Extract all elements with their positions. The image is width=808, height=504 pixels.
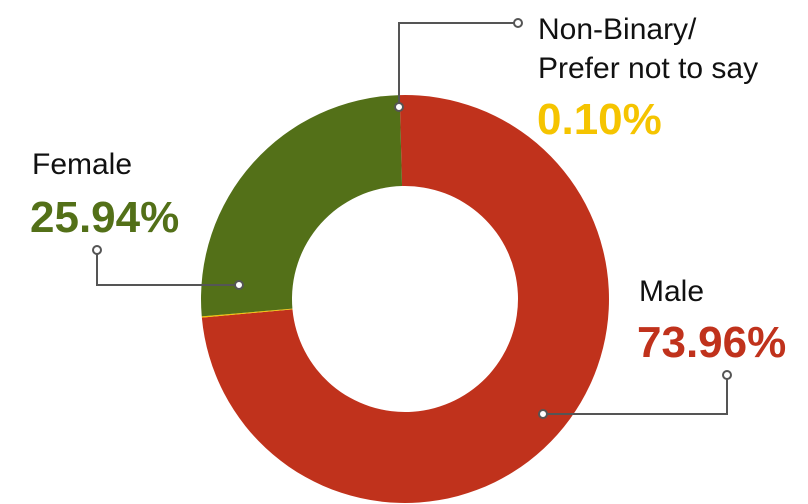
label-female-name: Female [32, 148, 132, 181]
label-nonbinary-name-line1: Non-Binary/ [538, 13, 697, 46]
leader-lines [92, 18, 732, 419]
leader-line-nonbinary [398, 22, 518, 107]
donut-slices [201, 95, 610, 504]
donut-slice-nonbinary [201, 308, 293, 318]
label-male-value: 73.96% [637, 318, 786, 367]
leader-dot-male-slice [538, 409, 548, 419]
leader-dot-female-label [92, 245, 102, 255]
label-nonbinary-name-line2: Prefer not to say [538, 52, 758, 85]
donut-slice-male [201, 95, 610, 504]
leader-line-female [96, 250, 239, 286]
donut-slice-female [201, 95, 403, 317]
label-nonbinary-value: 0.10% [537, 95, 662, 144]
leader-line-male [543, 375, 728, 415]
leader-dot-nonbinary-label [513, 18, 523, 28]
leader-dot-female-slice [234, 280, 244, 290]
leader-dot-nonbinary-slice [394, 102, 404, 112]
leader-dot-male-label [722, 370, 732, 380]
label-male-name: Male [639, 275, 704, 308]
label-female-value: 25.94% [30, 193, 179, 242]
